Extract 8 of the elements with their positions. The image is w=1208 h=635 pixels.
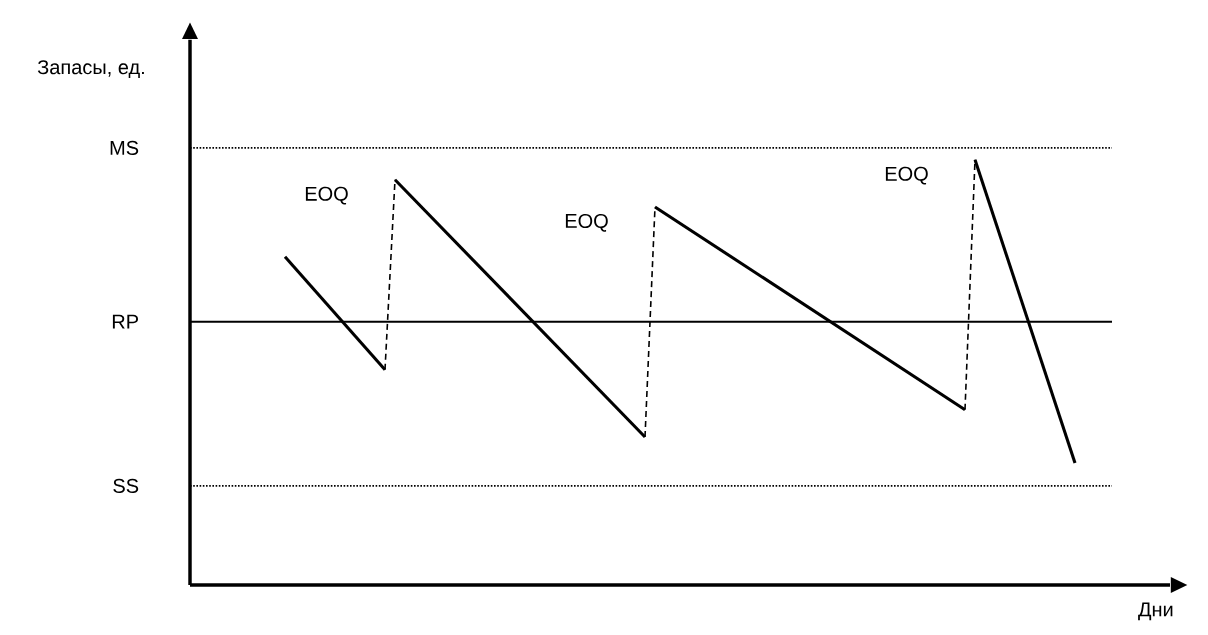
ref-line-label: RP xyxy=(112,314,138,329)
ref-line-label: MS xyxy=(110,140,139,155)
ref-line-label: SS xyxy=(113,478,139,493)
annotation: EOQ xyxy=(305,186,348,205)
text: Запасы, ед. xyxy=(37,60,144,79)
annotation: EOQ xyxy=(885,166,928,185)
annotation: EOQ xyxy=(565,213,608,232)
x-axis-title: Дни xyxy=(1138,602,1173,621)
